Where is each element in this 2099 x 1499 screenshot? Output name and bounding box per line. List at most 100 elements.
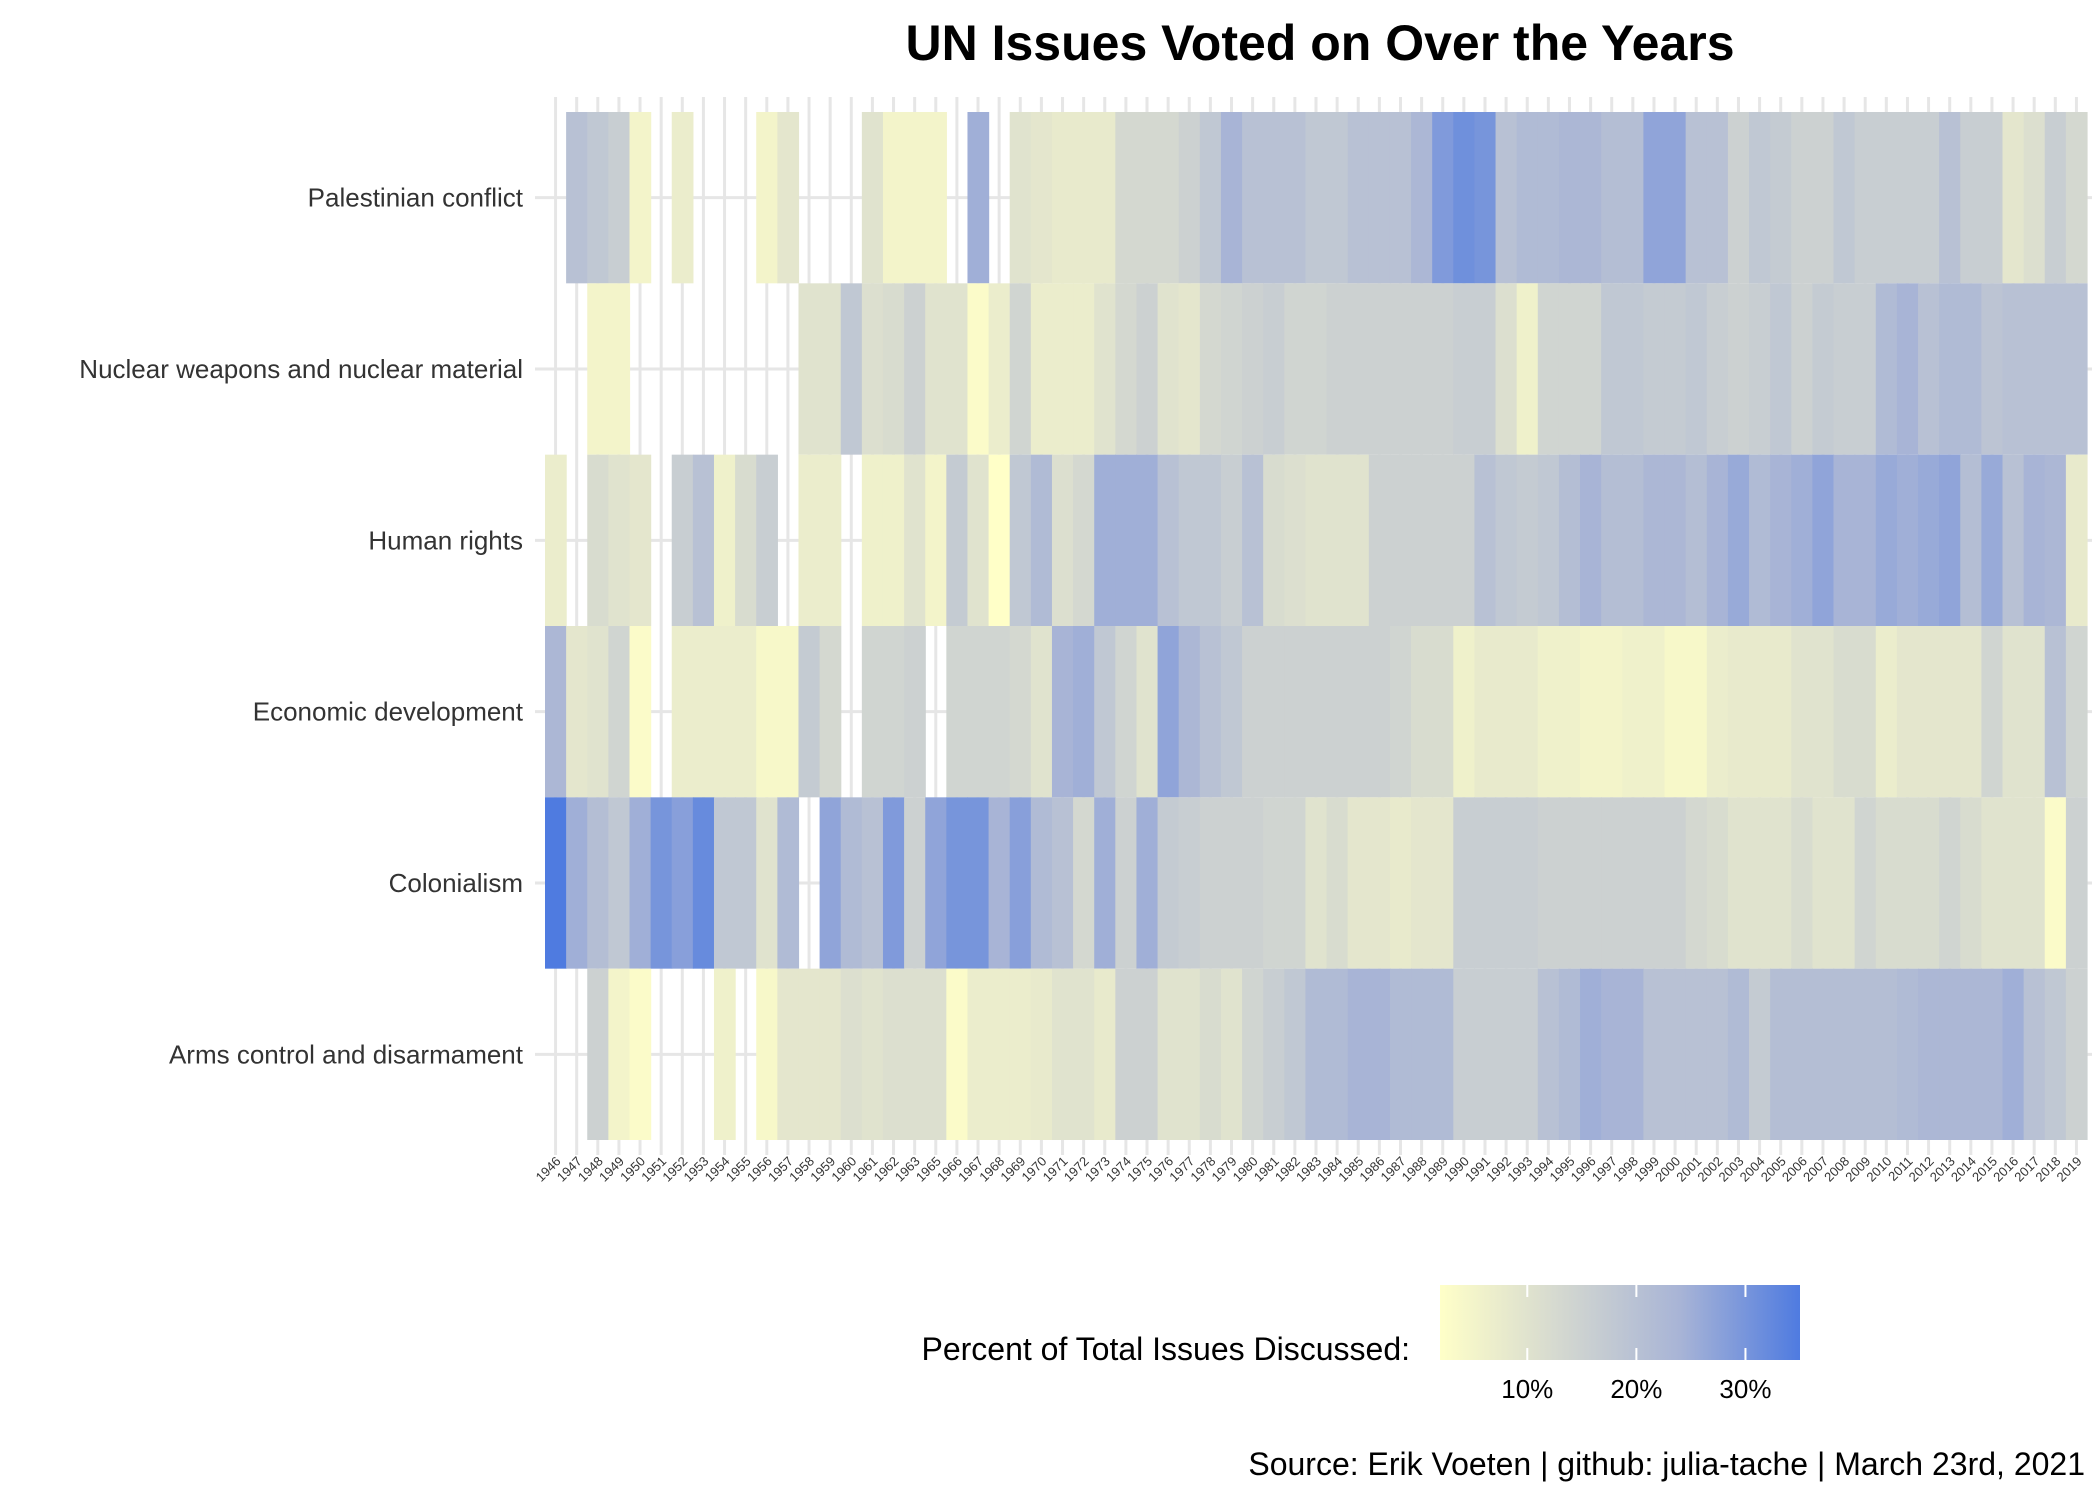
heatmap-cell bbox=[2044, 797, 2067, 969]
heatmap-cell bbox=[1664, 968, 1687, 1140]
heatmap-cell bbox=[2002, 283, 2025, 455]
heatmap-cell bbox=[650, 797, 673, 969]
heatmap-cell bbox=[1389, 112, 1412, 284]
heatmap-cell bbox=[1347, 626, 1370, 798]
heatmap-cell bbox=[1136, 112, 1159, 284]
heatmap-cell bbox=[1896, 454, 1919, 626]
heatmap-cell bbox=[1263, 112, 1285, 284]
heatmap-cell bbox=[1854, 968, 1877, 1140]
heatmap-cell bbox=[756, 112, 778, 284]
heatmap-cell bbox=[861, 626, 884, 798]
heatmap-cell bbox=[1030, 283, 1053, 455]
heatmap-cell bbox=[713, 626, 736, 798]
heatmap-cell bbox=[1347, 112, 1370, 284]
heatmap-cell bbox=[2023, 454, 2046, 626]
heatmap-cell bbox=[1580, 112, 1602, 284]
heatmap-cell bbox=[925, 454, 947, 626]
heatmap-cell bbox=[587, 968, 609, 1140]
heatmap-cell bbox=[1791, 283, 1813, 455]
heatmap-cell bbox=[1643, 454, 1666, 626]
heatmap-cell bbox=[1347, 283, 1370, 455]
heatmap-cell bbox=[1073, 283, 1095, 455]
heatmap-cell bbox=[1453, 968, 1476, 1140]
heatmap-cell bbox=[1474, 454, 1497, 626]
heatmap-cell bbox=[1305, 626, 1328, 798]
heatmap-cell bbox=[1242, 626, 1264, 798]
heatmap-cell bbox=[1833, 112, 1856, 284]
heatmap-cell bbox=[1009, 797, 1032, 969]
heatmap-cell bbox=[1918, 112, 1940, 284]
heatmap-cell bbox=[1368, 626, 1391, 798]
heatmap-cell bbox=[798, 626, 821, 798]
heatmap-cell bbox=[1833, 797, 1856, 969]
issue-label: Palestinian conflict bbox=[308, 183, 524, 213]
heatmap-cell bbox=[1242, 454, 1264, 626]
heatmap-cell bbox=[1537, 626, 1560, 798]
heatmap-cell bbox=[1495, 454, 1518, 626]
heatmap-cell bbox=[777, 626, 800, 798]
heatmap-cell bbox=[1115, 797, 1138, 969]
heatmap-cell bbox=[1389, 968, 1412, 1140]
heatmap-cell bbox=[1009, 454, 1032, 626]
heatmap-cell bbox=[1305, 454, 1328, 626]
heatmap-cell bbox=[988, 626, 1011, 798]
heatmap-cell bbox=[925, 283, 947, 455]
heatmap-cell bbox=[1896, 626, 1919, 798]
heatmap-cell bbox=[1347, 968, 1370, 1140]
heatmap-cell bbox=[1875, 797, 1898, 969]
heatmap-cell bbox=[1791, 112, 1813, 284]
heatmap-cell bbox=[756, 454, 778, 626]
heatmap-cell bbox=[2065, 797, 2088, 969]
heatmap-cell bbox=[1664, 626, 1687, 798]
heatmap-cell bbox=[629, 797, 652, 969]
heatmap-cell bbox=[1051, 968, 1074, 1140]
heatmap-cell bbox=[1812, 112, 1835, 284]
heatmap-cell bbox=[1960, 112, 1982, 284]
heatmap-cell bbox=[1094, 626, 1116, 798]
heatmap-cell bbox=[967, 283, 990, 455]
heatmap-cell bbox=[1432, 112, 1454, 284]
heatmap-cell bbox=[1199, 626, 1222, 798]
heatmap-cell bbox=[1136, 283, 1159, 455]
heatmap-cell bbox=[587, 112, 609, 284]
heatmap-cell bbox=[1580, 626, 1602, 798]
heatmap-cell bbox=[1812, 283, 1835, 455]
heatmap-cell bbox=[967, 968, 990, 1140]
heatmap-cell bbox=[692, 454, 715, 626]
heatmap-cell bbox=[1136, 797, 1159, 969]
heatmap-cell bbox=[1389, 626, 1412, 798]
heatmap-cell bbox=[882, 968, 905, 1140]
heatmap-cell bbox=[882, 626, 905, 798]
heatmap-cell bbox=[1981, 797, 2004, 969]
heatmap-cell bbox=[904, 283, 926, 455]
heatmap-cell bbox=[1833, 626, 1856, 798]
heatmap-cell bbox=[904, 968, 926, 1140]
heatmap-cell bbox=[1791, 454, 1813, 626]
heatmap-cell bbox=[946, 968, 969, 1140]
heatmap-cell bbox=[1601, 968, 1623, 1140]
heatmap-cell bbox=[1537, 283, 1560, 455]
heatmap-cell bbox=[1347, 454, 1370, 626]
heatmap-cell bbox=[1854, 797, 1877, 969]
heatmap-cell bbox=[1199, 112, 1222, 284]
heatmap-cell bbox=[819, 626, 842, 798]
heatmap-cell bbox=[1601, 283, 1623, 455]
heatmap-cell bbox=[1558, 454, 1581, 626]
heatmap-cell bbox=[1474, 626, 1497, 798]
heatmap-cell bbox=[840, 797, 863, 969]
heatmap-cell bbox=[777, 968, 800, 1140]
heatmap-cell bbox=[671, 797, 694, 969]
heatmap-cell bbox=[1706, 112, 1729, 284]
heatmap-cell bbox=[1727, 626, 1750, 798]
heatmap-cell bbox=[1875, 112, 1898, 284]
heatmap-cell bbox=[1537, 797, 1560, 969]
heatmap-cell bbox=[1051, 454, 1074, 626]
heatmap-cell bbox=[798, 968, 821, 1140]
heatmap-cell bbox=[608, 283, 631, 455]
heatmap-cell bbox=[1727, 454, 1750, 626]
heatmap-cell bbox=[1368, 797, 1391, 969]
heatmap-cell bbox=[713, 797, 736, 969]
heatmap-cell bbox=[1199, 968, 1222, 1140]
heatmap-cell bbox=[1220, 968, 1243, 1140]
